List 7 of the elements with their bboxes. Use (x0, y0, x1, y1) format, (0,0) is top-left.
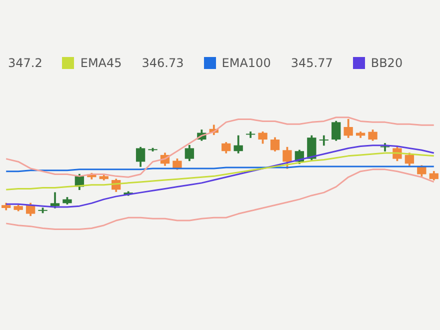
legend-label: BB20 (370, 56, 403, 70)
text: 347.2 (8, 56, 42, 70)
candlestick (319, 135, 328, 146)
legend-label: EMA100 (220, 56, 271, 70)
text: 345.77 (290, 56, 333, 70)
legend-label: EMA45 (79, 56, 122, 70)
text: 346.73 (142, 56, 184, 70)
